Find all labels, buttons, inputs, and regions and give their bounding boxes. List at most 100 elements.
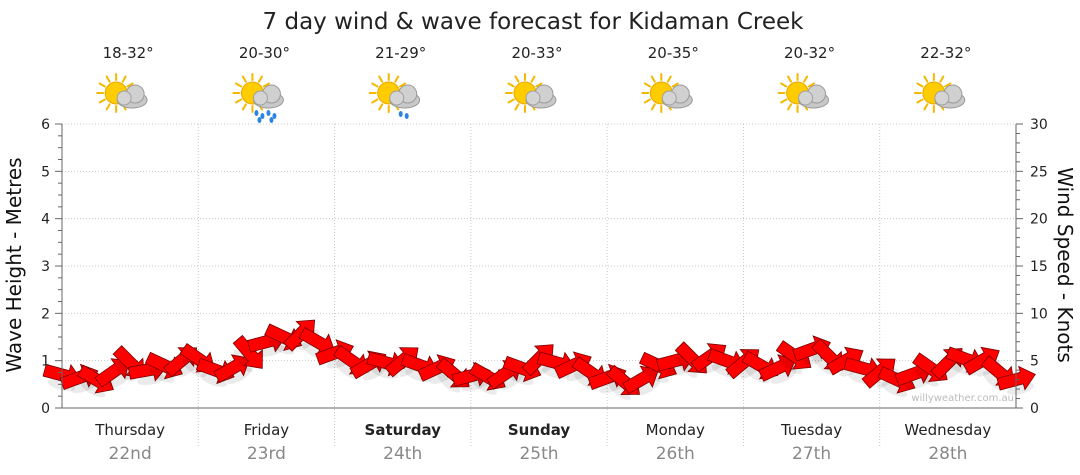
- sun-ray: [787, 103, 793, 111]
- sun-ray: [535, 82, 543, 88]
- right-axis-label: Wind Speed - Knots: [1053, 167, 1077, 363]
- arrow-shadow: [80, 381, 106, 398]
- day-label: Sunday: [508, 421, 571, 439]
- temperature-label: 20-30°: [239, 44, 290, 62]
- arrow-shape: [861, 358, 896, 389]
- arrow-shape: [213, 354, 251, 383]
- date-label: 27th: [792, 444, 831, 464]
- sun-ray: [944, 82, 952, 88]
- arrow-shape: [962, 346, 1000, 376]
- shower-icon: [232, 73, 284, 123]
- day-label: Saturday: [365, 421, 442, 439]
- sun-ray: [507, 82, 515, 88]
- sun-ray: [398, 82, 407, 88]
- cloud-puff: [116, 90, 132, 106]
- rain-drop: [269, 117, 274, 123]
- left-axis-label: Wave Height - Metres: [2, 157, 26, 372]
- temperature-label: 20-33°: [511, 44, 562, 62]
- sun-ray: [378, 75, 384, 83]
- left-tick-label: 2: [41, 306, 50, 322]
- sun-ray: [234, 98, 243, 104]
- axes: 0 1 2 3 4 5 6 0 5 10 15 20 25 30 Thursday 22nd Friday 23r…: [41, 117, 1048, 464]
- rain-drop: [404, 113, 409, 119]
- left-tick-label: 6: [41, 117, 50, 133]
- sun-ray: [257, 75, 263, 83]
- rain-drop: [257, 117, 262, 123]
- partly-cloudy-icon: [505, 73, 557, 113]
- rain-drop: [254, 110, 259, 116]
- sun-ray: [530, 75, 536, 83]
- day-label: Thursday: [94, 421, 165, 439]
- day-label: Tuesday: [780, 421, 842, 439]
- partly-cloudy-icon: [96, 73, 148, 113]
- sun-ray: [939, 75, 945, 83]
- sun-ray: [780, 98, 788, 104]
- sun-ray: [371, 98, 379, 104]
- chart-title: 7 day wind & wave forecast for Kidaman C…: [263, 9, 805, 35]
- sun-ray: [514, 75, 520, 83]
- left-tick-label: 1: [41, 354, 50, 370]
- arrow-shadow: [643, 367, 669, 383]
- cloud-puff: [934, 90, 950, 106]
- sun-ray: [666, 75, 672, 83]
- sun-ray: [105, 103, 111, 111]
- arrow-shadow: [881, 382, 908, 397]
- right-tick-label: 15: [1030, 259, 1048, 275]
- wind-arrows: [42, 319, 1036, 401]
- wind-arrow: [758, 354, 797, 384]
- sun-ray: [671, 82, 679, 88]
- day-label: Friday: [244, 421, 290, 439]
- sun-ray: [803, 75, 809, 83]
- rain-drop: [260, 113, 265, 119]
- arrow-shape: [758, 354, 797, 382]
- rain-drop: [266, 110, 271, 116]
- sun-ray: [126, 82, 134, 88]
- arrow-shape: [521, 344, 554, 377]
- date-label: 26th: [656, 444, 695, 464]
- arrow-shadow: [500, 371, 525, 390]
- arrow-shadow: [676, 356, 698, 378]
- sun-ray: [241, 103, 247, 111]
- sun-ray: [916, 98, 924, 104]
- sun-ray: [241, 75, 247, 83]
- sun-ray: [121, 75, 127, 83]
- right-tick-label: 10: [1030, 306, 1048, 322]
- sun-ray: [923, 103, 929, 111]
- arrow-shadow: [608, 380, 631, 401]
- weather-icons: 18-32° 20-30° 21-29° 20-33° 20-35° 20-32° 22-3…: [96, 44, 971, 123]
- right-tick-label: 25: [1030, 164, 1048, 180]
- sun-ray: [394, 75, 400, 83]
- right-tick-label: 30: [1030, 117, 1048, 133]
- left-tick-label: 3: [41, 259, 50, 275]
- date-label: 22nd: [109, 444, 152, 464]
- sun-ray: [378, 103, 384, 111]
- day-label: Monday: [646, 421, 705, 439]
- sun-ray: [916, 82, 924, 88]
- wind-arrow: [622, 365, 661, 396]
- watermark: willyweather.com.au: [911, 393, 1014, 404]
- light-shower-icon: [368, 73, 421, 119]
- temperature-label: 22-32°: [920, 44, 971, 62]
- date-label: 23rd: [247, 444, 286, 464]
- arrow-shadow: [268, 339, 294, 355]
- cloud-puff: [661, 90, 677, 106]
- cloud-puff: [798, 90, 814, 106]
- arrow-shadow: [200, 373, 228, 387]
- temperature-label: 21-29°: [375, 44, 426, 62]
- sun-ray: [234, 82, 243, 88]
- sun-ray: [807, 82, 816, 88]
- left-tick-label: 5: [41, 164, 50, 180]
- arrow-shadow: [148, 367, 175, 383]
- temperature-label: 18-32°: [103, 44, 154, 62]
- rain-drop: [398, 111, 403, 117]
- cloud-puff: [252, 90, 268, 106]
- sun-ray: [643, 98, 652, 104]
- partly-cloudy-icon: [777, 73, 830, 113]
- sun-ray: [262, 82, 270, 88]
- partly-cloudy-icon: [641, 73, 693, 113]
- right-tick-label: 0: [1030, 401, 1039, 417]
- cloud-puff: [525, 90, 541, 106]
- sun-ray: [780, 82, 788, 88]
- arrow-shadow: [182, 359, 207, 378]
- day-label: Wednesday: [904, 421, 991, 439]
